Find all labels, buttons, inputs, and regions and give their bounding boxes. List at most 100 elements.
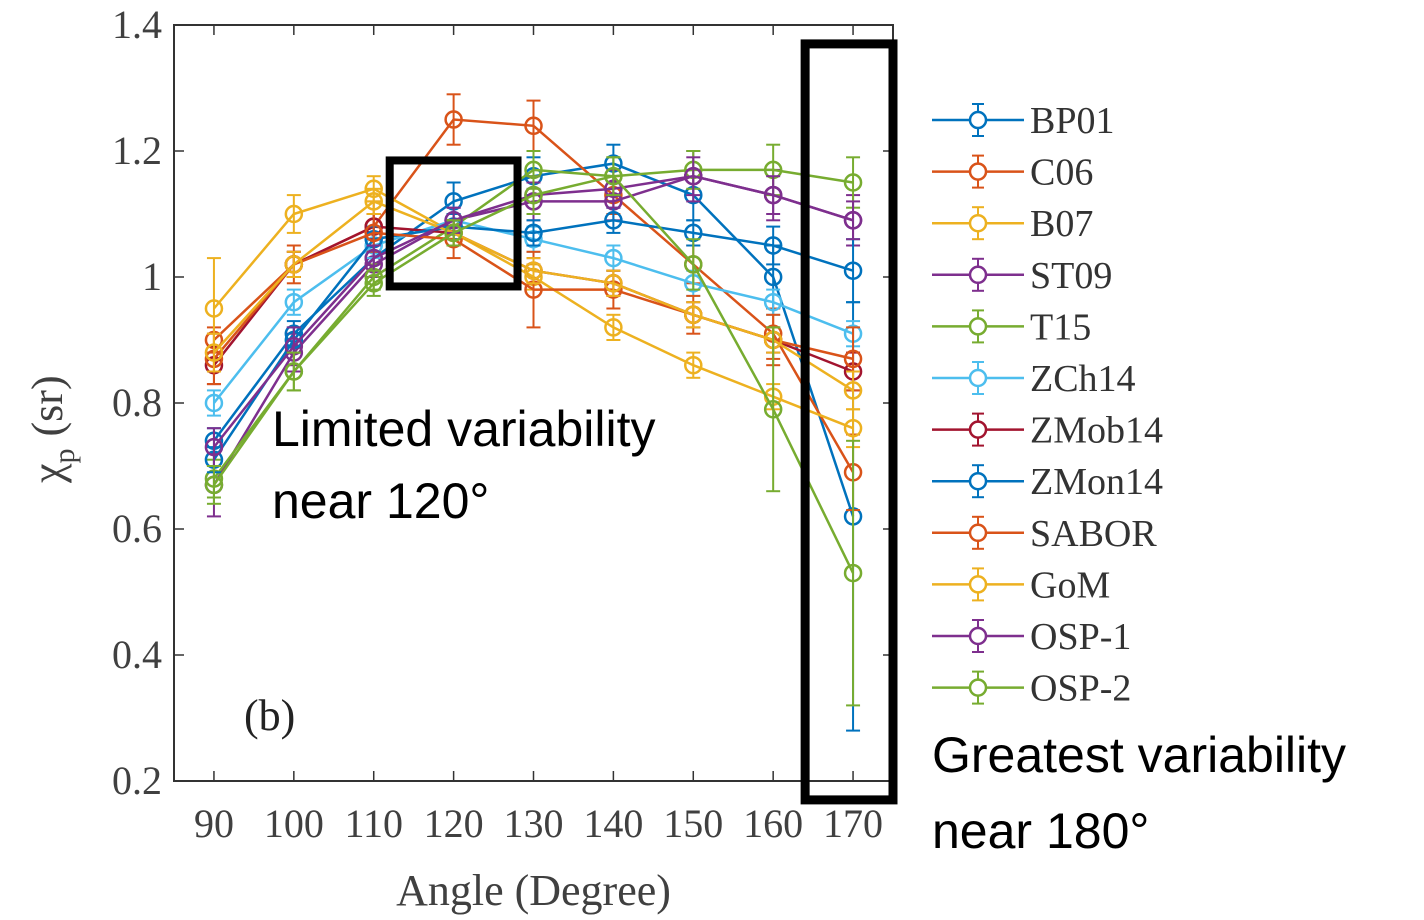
data-point [444,223,463,243]
data-point [843,261,863,280]
series-layer [204,93,863,732]
legend-label: BP01 [1030,100,1114,142]
highlight-box-120 [385,156,522,291]
x-tick-label: 120 [424,801,484,846]
panel-label: (b) [244,691,295,740]
x-tick-label: 90 [194,801,234,846]
data-point [843,418,863,438]
y-tick-label: 0.2 [112,758,162,803]
legend-label: B07 [1030,203,1093,245]
data-point [364,192,383,211]
data-point [524,185,543,205]
legend-label: OSP-2 [1030,668,1131,710]
data-point [604,211,623,230]
legend-item: ZCh14 [932,358,1136,400]
annotation-limited-text: Limited variability [272,401,655,457]
legend-item: ZMon14 [932,461,1163,503]
legend-marker [968,265,988,285]
legend-marker [968,471,988,491]
legend-label: C06 [1030,152,1093,194]
data-point [284,255,304,274]
data-point [684,355,703,375]
data-point [763,292,783,312]
annotation-limited-text: near 120° [272,473,489,529]
data-point [763,400,783,419]
annotation-greatest-text: Greatest variability [932,727,1346,783]
y-axis-ticks: 0.2 0.4 0.6 0.8 1 1.2 1.4 [112,2,893,803]
data-point [604,166,623,186]
y-tick-label: 1.4 [112,2,162,47]
data-point [284,292,304,312]
legend-item: OSP-2 [932,668,1131,710]
legend-marker [968,523,988,543]
data-point [604,274,623,293]
y-tick-label: 1 [142,254,162,299]
data-point [284,362,304,381]
y-tick-label: 0.6 [112,506,162,551]
legend-item: GoM [932,564,1110,606]
legend-marker [968,162,988,181]
x-tick-label: 170 [823,801,883,846]
data-point [843,349,863,369]
data-point [444,110,463,129]
legend-label: T15 [1030,306,1091,348]
legend-item: T15 [932,306,1091,348]
data-point [763,267,783,287]
data-point [843,173,863,192]
legend-marker [968,317,988,336]
series-OSP-2 [204,156,863,707]
legend-marker [968,575,988,594]
data-point [364,223,383,243]
data-point [204,475,224,495]
data-point [763,236,783,255]
legend-item: ST09 [932,255,1112,297]
data-point [204,343,224,362]
data-point [364,274,383,293]
data-point [204,393,224,413]
data-point [524,223,543,243]
y-axis-label: χp (sr) [23,375,81,484]
x-tick-label: 110 [344,801,403,846]
legend-marker [968,420,988,439]
data-point [763,185,783,205]
data-point [604,248,623,268]
legend-label: GoM [1030,564,1110,606]
data-point [684,166,703,186]
legend-label: ZMob14 [1030,410,1163,452]
data-point [524,261,543,280]
y-tick-label: 0.4 [112,632,162,677]
legend-item: ZMob14 [932,410,1163,452]
data-point [684,305,703,325]
legend: BP01 C06 B07 ST09 T15 ZCh14 ZMob14 ZMon14 SABOR G… [932,100,1163,710]
data-point [284,204,304,224]
x-tick-label: 100 [264,801,324,846]
data-point [843,563,863,583]
data-point [204,299,224,318]
legend-marker [968,110,988,130]
x-axis-label: Angle (Degree) [396,866,671,915]
legend-item: SABOR [932,513,1157,555]
legend-item: BP01 [932,100,1114,142]
legend-item: OSP-1 [932,616,1131,658]
annotations: Limited variability near 120° Greatest var… [272,39,1346,859]
y-tick-label: 1.2 [112,128,162,173]
y-axis-label-unit: (sr) [23,375,72,436]
y-tick-label: 0.8 [112,380,162,425]
svg-text:χp(sr): χp (sr) [23,375,81,484]
data-point [204,437,224,457]
x-tick-label: 140 [583,801,643,846]
data-point [843,211,863,230]
legend-label: ST09 [1030,255,1112,297]
annotation-greatest-text: near 180° [932,803,1149,859]
legend-marker [968,368,988,388]
data-point [604,318,623,337]
legend-marker [968,678,988,697]
data-point [364,248,383,268]
y-axis-label-subscript: p [48,448,81,463]
legend-marker [968,213,988,233]
x-tick-label: 160 [743,801,803,846]
legend-marker [968,626,988,646]
legend-label: OSP-1 [1030,616,1131,658]
data-point [843,381,863,400]
data-point [524,116,543,136]
